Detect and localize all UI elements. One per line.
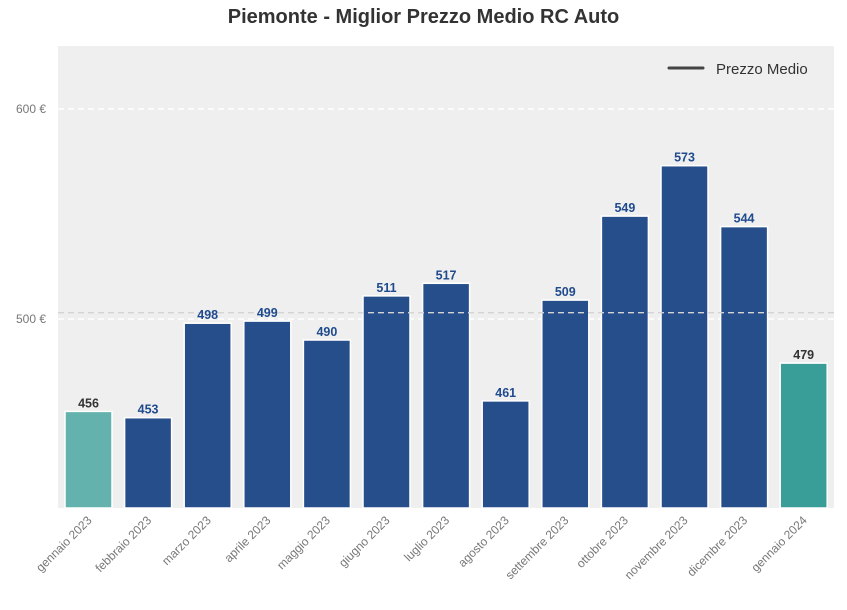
legend: Prezzo Medio (667, 61, 808, 78)
y-axis: 500 € 600 € (16, 102, 46, 326)
bar-value-label: 511 (376, 281, 396, 295)
bar (421, 282, 471, 509)
bar-value-label: 499 (257, 306, 278, 320)
x-tick-label: novembre 2023 (622, 513, 691, 582)
x-tick-label: giugno 2023 (336, 513, 393, 570)
bar (719, 225, 769, 509)
x-tick-label: maggio 2023 (274, 513, 333, 572)
y-tick-label: 600 € (16, 102, 46, 116)
bar-value-label: 573 (674, 151, 695, 165)
bar-value-label: 453 (138, 403, 159, 417)
bars-layer (64, 164, 828, 509)
x-tick-label: marzo 2023 (159, 513, 214, 568)
bar-value-label: 509 (555, 285, 576, 299)
bar (183, 322, 232, 509)
x-tick-label: luglio 2023 (401, 513, 452, 564)
x-tick-label: settembre 2023 (503, 513, 572, 582)
bar-value-label: 479 (793, 348, 814, 362)
bar (123, 416, 173, 509)
chart-title: Piemonte - Miglior Prezzo Medio RC Auto (227, 6, 620, 28)
bar (600, 215, 650, 509)
bar-value-label: 490 (316, 325, 337, 339)
bar-value-label: 544 (734, 212, 755, 226)
bar (481, 400, 530, 509)
legend-label: Prezzo Medio (716, 61, 808, 78)
x-tick-label: dicembre 2023 (684, 513, 750, 579)
bar (302, 339, 352, 509)
bar-value-label: 456 (78, 396, 99, 410)
x-tick-label: aprile 2023 (222, 513, 274, 565)
bar (243, 320, 292, 509)
x-tick-label: ottobre 2023 (573, 513, 631, 571)
x-tick-label: gennaio 2024 (748, 513, 810, 575)
value-labels-layer: 456 453 498 499 490 511 517 461 509 549 573 544 479 (78, 151, 814, 417)
y-tick-label: 500 € (16, 312, 46, 326)
bar (64, 410, 113, 509)
x-tick-label: gennaio 2023 (33, 513, 95, 575)
bar-value-label: 517 (436, 268, 457, 282)
bar-value-label: 549 (614, 201, 635, 215)
bar (660, 164, 709, 509)
x-tick-label: agosto 2023 (455, 513, 512, 570)
bar (541, 299, 590, 509)
x-tick-label: febbraio 2023 (92, 513, 154, 575)
bar (362, 295, 411, 509)
bar-value-label: 461 (495, 386, 516, 400)
bar-value-label: 498 (197, 308, 218, 322)
bar (779, 362, 828, 509)
